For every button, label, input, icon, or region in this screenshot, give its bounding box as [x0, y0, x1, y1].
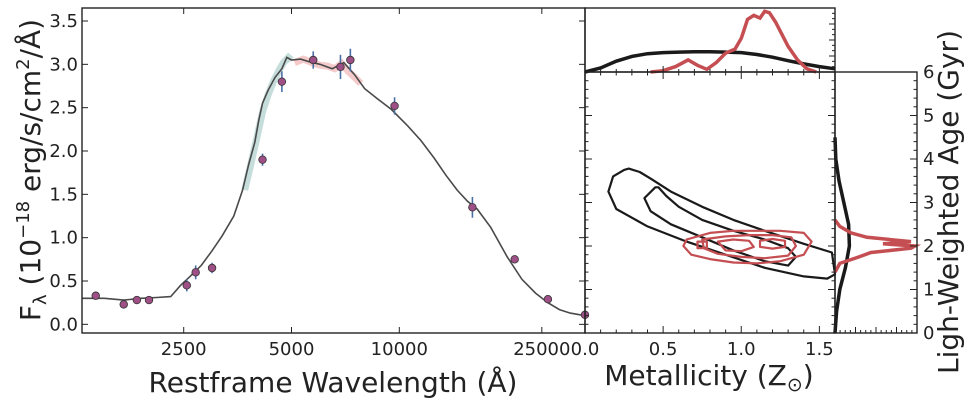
contour-red-level — [716, 238, 755, 253]
sed-x-tick-label: 10000 — [371, 339, 428, 360]
age-marginal-black-curve — [833, 137, 852, 334]
grism-blue-band — [241, 52, 294, 191]
photometry-point — [182, 281, 191, 290]
metallicity-marginal-panel — [584, 7, 836, 74]
metallicity-marginal-black-curve — [584, 50, 836, 74]
photometry-point — [132, 295, 142, 305]
contour-red-level — [696, 240, 708, 250]
sed-y-tick-label: 3.5 — [49, 11, 78, 32]
age-marginal-series — [833, 137, 922, 334]
metallicity-tick-label: 1.5 — [805, 339, 834, 360]
sed-y-tick-label: 1.5 — [49, 184, 78, 205]
sed-ticks: 2500 5000 10000 25000 0.0 0.5 1.0 1.5 2.0 2.5 3.0 3… — [49, 8, 585, 360]
sed-frame — [81, 7, 586, 334]
age-tick-label: 4 — [923, 149, 934, 170]
contour-red-level — [758, 237, 787, 250]
sed-x-axis-label: Restframe Wavelength (Å) — [149, 365, 518, 399]
photometry-point — [390, 101, 399, 111]
photometry-point — [277, 77, 287, 86]
sed-x-tick-label: 5000 — [269, 339, 315, 360]
sed-y-axis-label-part: (10 — [14, 239, 47, 294]
sed-x-tick-label: 2500 — [161, 339, 207, 360]
age-axis-label: Ligh-Weighted Age (Gyr) — [932, 30, 965, 374]
age-marginal-red-curve — [833, 218, 922, 273]
photometry-point — [91, 291, 100, 300]
contour-black-level — [607, 167, 837, 280]
photometry-point — [309, 55, 318, 65]
age-tick-label: 3 — [923, 193, 934, 214]
metallicity-axis-label-part: ⊙ — [787, 374, 803, 396]
metallicity-axis-label-part: Metallicity (Z — [604, 359, 787, 392]
contour-panel: 0.0 0.5 1.0 1.5 Metallicity (Z⊙) — [571, 71, 837, 396]
metallicity-tick-label: 1.0 — [727, 339, 756, 360]
age-tick-label: 5 — [923, 106, 934, 127]
photometry-point — [258, 155, 267, 164]
photometry-point — [207, 263, 217, 273]
contour-red-level — [701, 234, 797, 260]
metallicity-axis-label: Metallicity (Z⊙) — [604, 359, 813, 396]
photometry-point — [346, 55, 355, 65]
age-marginal-ticks: 0 1 2 3 4 5 6 — [834, 62, 934, 344]
sed-y-axis-label: Fλ (10−18 erg/s/cm2/Å) — [13, 19, 51, 321]
photometry-point — [191, 268, 200, 277]
age-marginal-panel: 0 1 2 3 4 5 6 Ligh-Weighted Age (Gyr) — [833, 30, 965, 374]
age-tick-label: 1 — [923, 280, 934, 301]
metallicity-marginal-red-curve — [650, 9, 817, 74]
sed-y-tick-label: 0.5 — [49, 271, 78, 292]
metallicity-marginal-series — [584, 9, 836, 74]
sed-y-axis-label-part: erg/s/cm — [14, 70, 47, 201]
metallicity-axis-label-part: ) — [803, 359, 814, 392]
photometry-point — [336, 62, 345, 72]
age-marginal-frame — [834, 71, 918, 334]
sed-y-axis-label-part: F — [14, 305, 47, 321]
sed-y-tick-label: 0.0 — [49, 314, 78, 335]
sed-y-tick-label: 2.0 — [49, 141, 78, 162]
sed-y-tick-label: 1.0 — [49, 228, 78, 249]
sed-series-layer — [82, 48, 590, 319]
photometry-point — [468, 203, 477, 212]
contour-series-layer — [607, 167, 837, 280]
metallicity-tick-label: 0.5 — [649, 339, 678, 360]
metallicity-tick-label: 0.0 — [571, 339, 600, 360]
contour-red-level — [682, 229, 813, 265]
sed-y-axis-label-part: λ — [30, 294, 51, 305]
photometry-point — [119, 300, 128, 309]
photometry-point — [543, 295, 553, 304]
age-tick-label: 6 — [923, 62, 934, 83]
sed-y-tick-label: 3.0 — [49, 54, 78, 75]
sed-x-tick-label: 25000 — [513, 339, 570, 360]
photometry-point — [510, 255, 519, 264]
age-tick-label: 2 — [923, 236, 934, 257]
sed-y-axis-label-part: 2 — [13, 58, 34, 69]
sed-y-tick-label: 2.5 — [49, 98, 78, 119]
contour-frame — [584, 71, 836, 334]
contour-ticks: 0.0 0.5 1.0 1.5 — [571, 71, 836, 360]
model-spectrum-line — [82, 56, 586, 317]
age-tick-label: 0 — [923, 323, 934, 344]
photometry-point — [144, 295, 154, 305]
sed-y-axis-label-part: /Å) — [13, 19, 47, 59]
sed-y-axis-label-part: −18 — [13, 201, 34, 239]
sed-panel: 2500 5000 10000 25000 0.0 0.5 1.0 1.5 2.0 2.5 3.0 3… — [13, 7, 590, 399]
